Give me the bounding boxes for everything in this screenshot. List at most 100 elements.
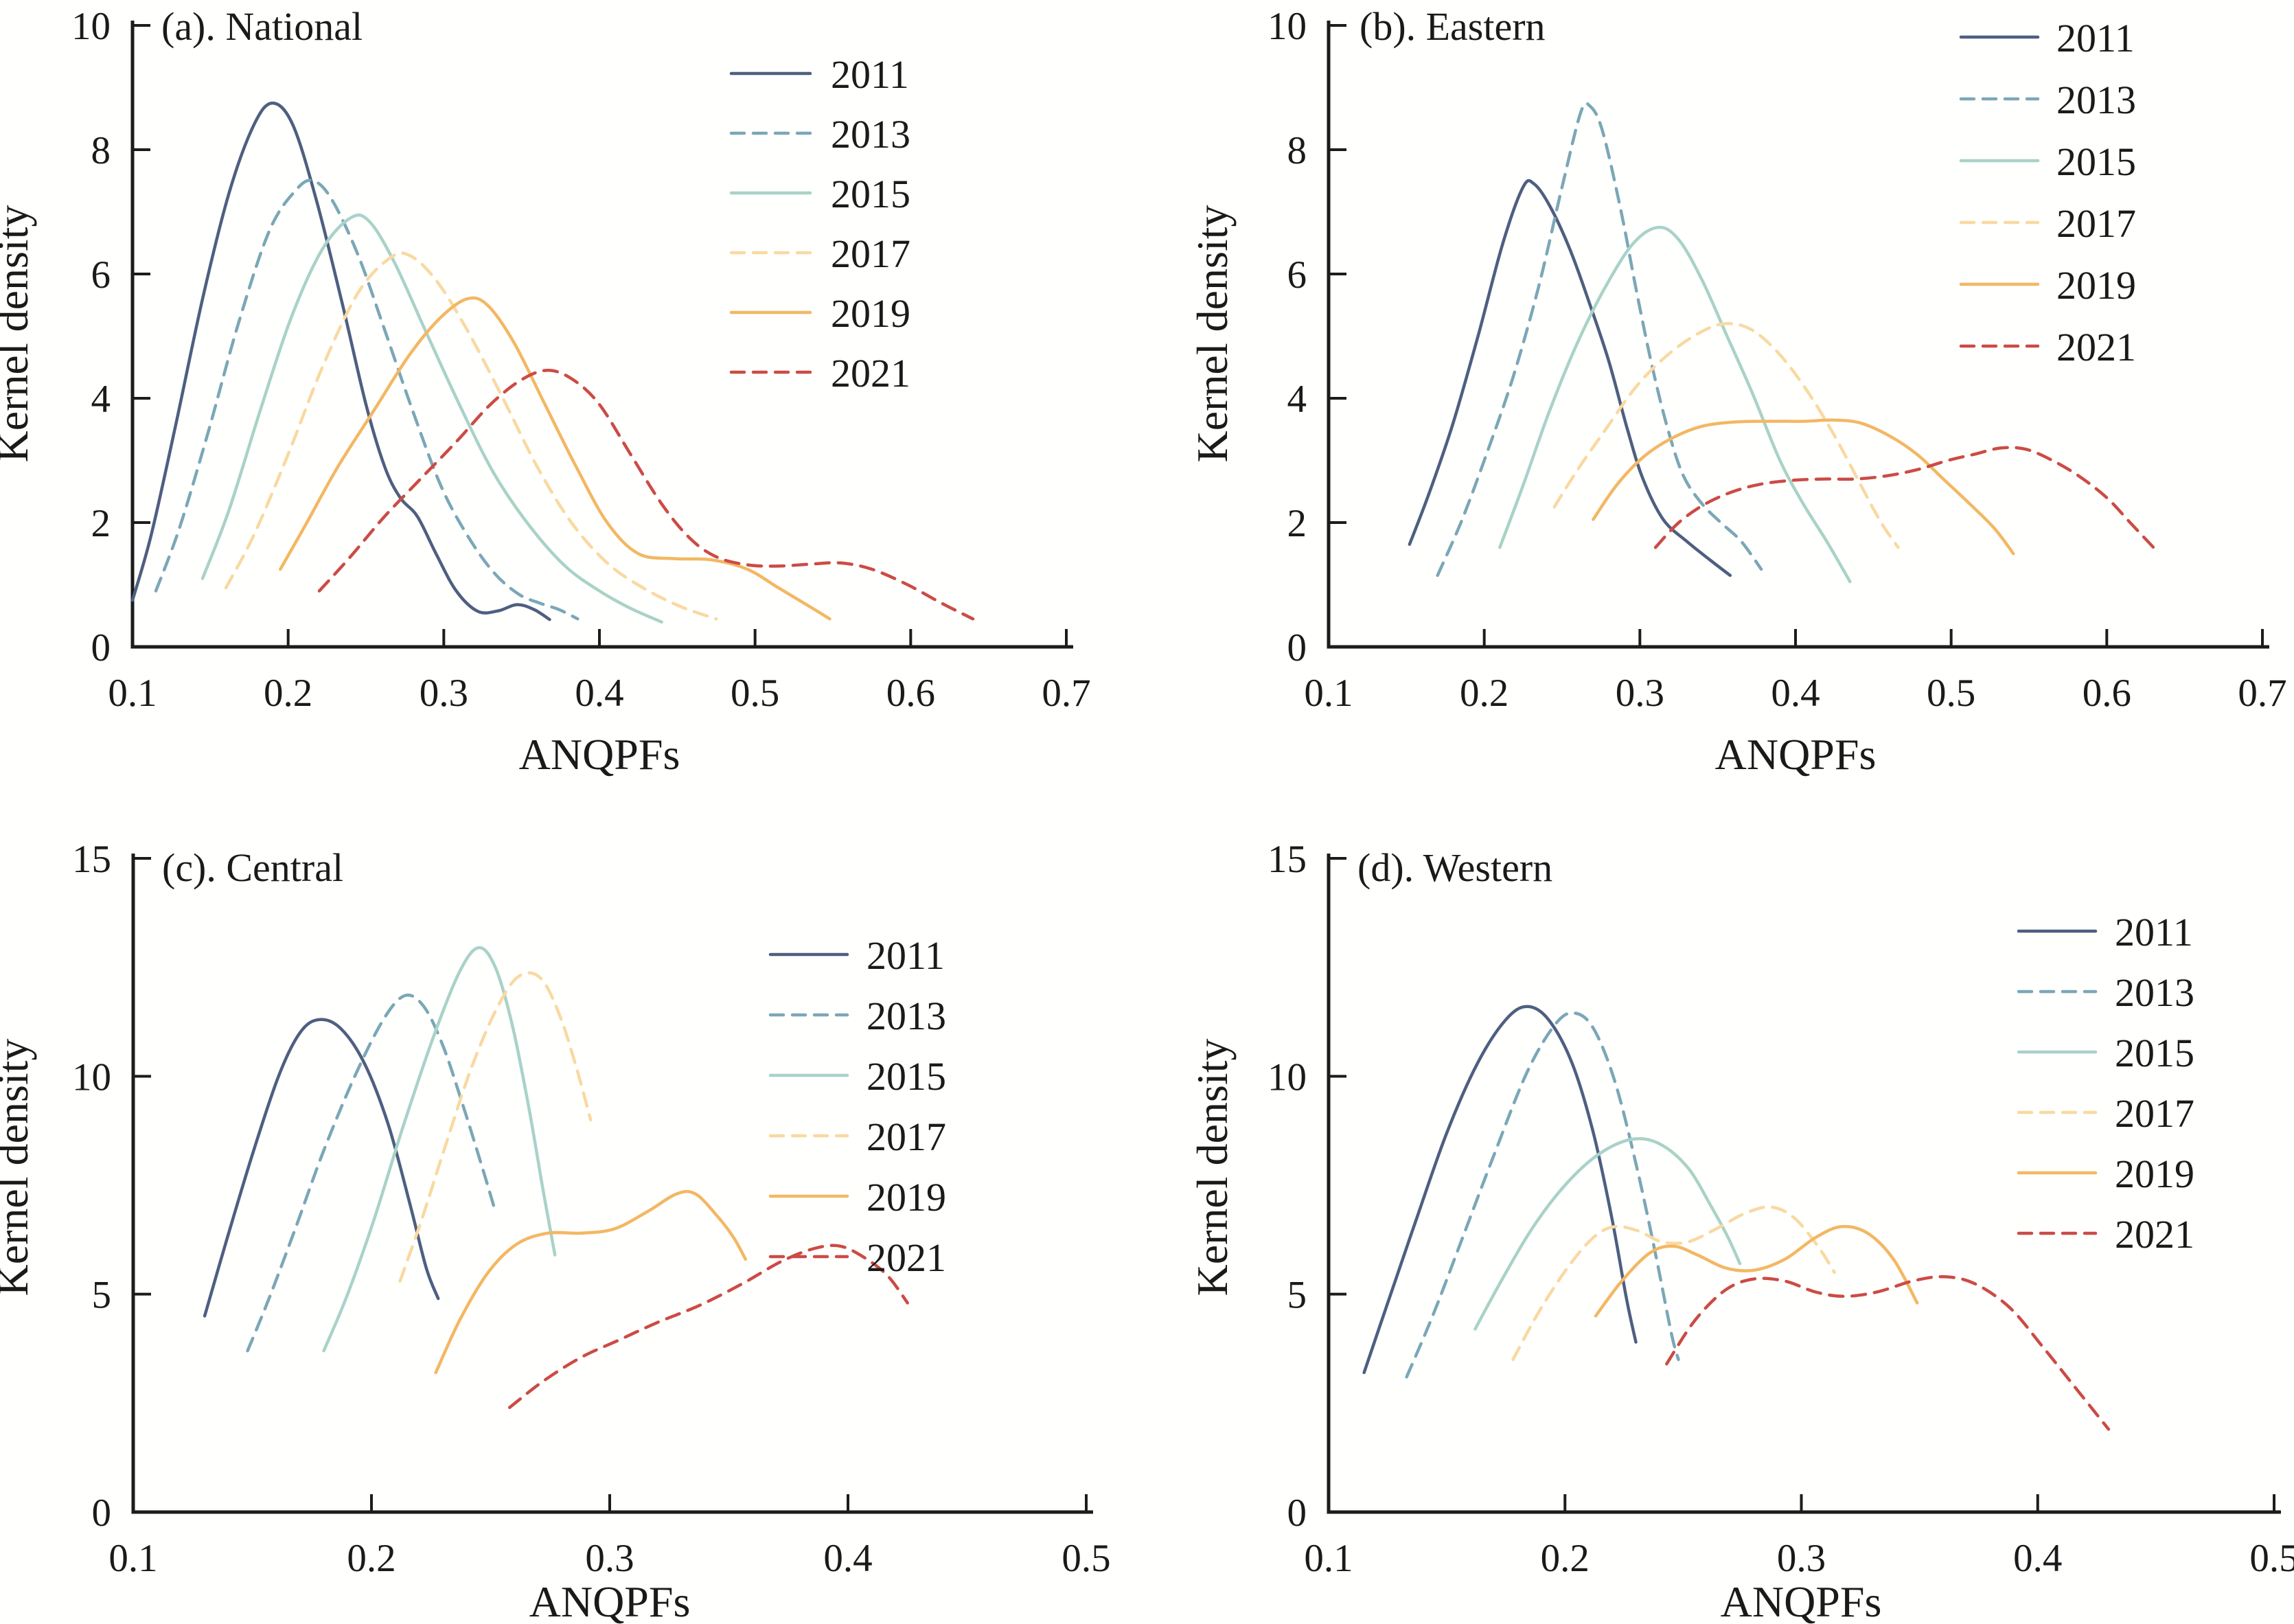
panel-d-series-2017-line xyxy=(1511,1205,1836,1362)
legend-item-2013: 2013 xyxy=(2017,970,2194,1015)
panel-c-ylabel: Kernel density xyxy=(0,1039,37,1296)
legend-label: 2011 xyxy=(867,933,945,978)
panel-a-legend: 2011 2013 2015 2017 2019 2021 xyxy=(729,52,910,396)
panel-a-series-2011-line xyxy=(130,101,551,621)
panel-a-ylabel: Kernel density xyxy=(0,205,37,463)
y-tick-label: 15 xyxy=(1268,838,1307,881)
legend-label: 2013 xyxy=(2115,970,2194,1015)
x-tick-label: 0.3 xyxy=(1616,672,1664,715)
panel-c-series-2013-line xyxy=(246,993,497,1353)
legend-label: 2013 xyxy=(867,994,946,1038)
legend-item-2015: 2015 xyxy=(1959,139,2136,184)
panel-d-ylabel: Kernel density xyxy=(1188,1039,1237,1296)
legend-label: 2015 xyxy=(831,172,910,216)
panel-d-series-2019-line xyxy=(1594,1224,1919,1318)
panel-d-legend: 2011 2013 2015 2017 2019 2021 xyxy=(2017,910,2194,1257)
panel-b-title: (b). Eastern xyxy=(1360,4,1546,49)
y-tick-label: 5 xyxy=(92,1274,112,1317)
panel-a-series-2013-line xyxy=(154,179,580,621)
y-tick-label: 2 xyxy=(1287,502,1307,545)
legend-label: 2019 xyxy=(2115,1152,2194,1196)
x-tick-label: 0.2 xyxy=(347,1537,395,1580)
legend-label: 2011 xyxy=(2115,910,2193,954)
legend-label: 2015 xyxy=(2056,139,2136,184)
x-tick-label: 0.5 xyxy=(1062,1537,1110,1580)
y-tick-label: 15 xyxy=(72,838,111,881)
legend-label: 2019 xyxy=(831,291,910,336)
x-tick-label: 0.7 xyxy=(2238,672,2286,715)
x-tick-label: 0.2 xyxy=(1460,672,1509,715)
x-tick-label: 0.6 xyxy=(2083,672,2131,715)
x-tick-label: 0.3 xyxy=(420,672,468,715)
panel-b-series-2017-line xyxy=(1552,322,1900,549)
panel-b-legend: 2011 2013 2015 2017 2019 2021 xyxy=(1959,16,2136,369)
panel-c-series-2017-line xyxy=(398,971,593,1283)
legend-label: 2021 xyxy=(831,351,910,396)
panel-c: 0.1 0.2 0.3 0.4 0.5 0 5 10 15 (c). Central ANQPFs K… xyxy=(0,838,1111,1624)
panel-d-xlabel: ANQPFs xyxy=(1721,1577,1882,1624)
panel-d: 0.1 0.2 0.3 0.4 0.5 0 5 10 15 (d). Western ANQPFs K… xyxy=(1188,838,2294,1624)
y-tick-label: 10 xyxy=(1268,1055,1307,1099)
panel-c-series-2015-line xyxy=(322,946,557,1353)
legend-item-2019: 2019 xyxy=(1959,263,2136,308)
y-tick-label: 0 xyxy=(91,626,111,670)
panel-c-series-2019-line xyxy=(434,1189,748,1375)
panel-a-series-2019-line xyxy=(279,296,831,621)
y-tick-label: 2 xyxy=(91,502,111,545)
panel-d-series-2011-line xyxy=(1362,1005,1638,1375)
legend-label: 2021 xyxy=(2115,1212,2194,1257)
panel-c-series-2011-line xyxy=(203,1018,440,1318)
legend-label: 2017 xyxy=(2115,1091,2194,1136)
y-tick-label: 8 xyxy=(1287,129,1307,172)
panel-b-series-2019-line xyxy=(1592,418,2015,556)
legend-item-2011: 2011 xyxy=(2017,910,2193,954)
y-tick-label: 6 xyxy=(1287,253,1307,297)
panel-a-xlabel: ANQPFs xyxy=(519,730,680,779)
legend-label: 2011 xyxy=(2056,16,2135,60)
panel-b-ylabel: Kernel density xyxy=(1188,205,1237,463)
legend-label: 2019 xyxy=(867,1175,946,1220)
legend-label: 2021 xyxy=(867,1235,946,1280)
x-tick-label: 0.1 xyxy=(1304,1537,1353,1580)
panel-b-series-2013-line xyxy=(1436,101,1763,577)
x-tick-label: 0.4 xyxy=(575,672,623,715)
panel-d-series-2013-line xyxy=(1405,1011,1680,1379)
panel-b-series-2011-line xyxy=(1408,179,1732,577)
legend-item-2013: 2013 xyxy=(768,994,946,1038)
legend-label: 2013 xyxy=(831,112,910,157)
y-tick-label: 0 xyxy=(1287,626,1307,670)
legend-label: 2021 xyxy=(2056,325,2136,369)
y-tick-label: 10 xyxy=(1268,5,1307,48)
legend-item-2013: 2013 xyxy=(729,112,910,157)
panel-d-series-2015-line xyxy=(1473,1137,1742,1331)
y-tick-label: 6 xyxy=(91,253,111,297)
x-tick-label: 0.1 xyxy=(108,1537,157,1580)
legend-item-2013: 2013 xyxy=(1959,78,2136,122)
legend-item-2011: 2011 xyxy=(729,52,909,97)
legend-label: 2015 xyxy=(2115,1031,2194,1075)
legend-item-2017: 2017 xyxy=(2017,1091,2194,1136)
legend-item-2015: 2015 xyxy=(729,172,910,216)
x-tick-label: 0.3 xyxy=(1777,1537,1826,1580)
y-tick-label: 0 xyxy=(1287,1491,1307,1535)
legend-label: 2013 xyxy=(2056,78,2136,122)
legend-label: 2017 xyxy=(831,231,910,276)
panel-c-legend: 2011 2013 2015 2017 2019 2021 xyxy=(768,933,946,1280)
legend-item-2011: 2011 xyxy=(768,933,945,978)
y-tick-label: 0 xyxy=(92,1491,112,1535)
panel-a-axes xyxy=(130,21,1073,649)
y-tick-label: 10 xyxy=(72,1055,111,1099)
x-tick-label: 0.3 xyxy=(585,1537,634,1580)
legend-label: 2011 xyxy=(831,52,909,97)
legend-label: 2015 xyxy=(867,1054,946,1099)
panel-a: 0.1 0.2 0.3 0.4 0.5 0.6 0.7 0 2 4 6 8 10 (a). Nationa… xyxy=(0,4,1091,779)
legend-item-2015: 2015 xyxy=(2017,1031,2194,1075)
legend-item-2019: 2019 xyxy=(729,291,910,336)
legend-item-2017: 2017 xyxy=(768,1114,946,1159)
y-tick-label: 10 xyxy=(71,5,111,48)
x-tick-label: 0.1 xyxy=(108,672,157,715)
panel-a-title: (a). National xyxy=(161,4,363,49)
legend-item-2017: 2017 xyxy=(729,231,910,276)
